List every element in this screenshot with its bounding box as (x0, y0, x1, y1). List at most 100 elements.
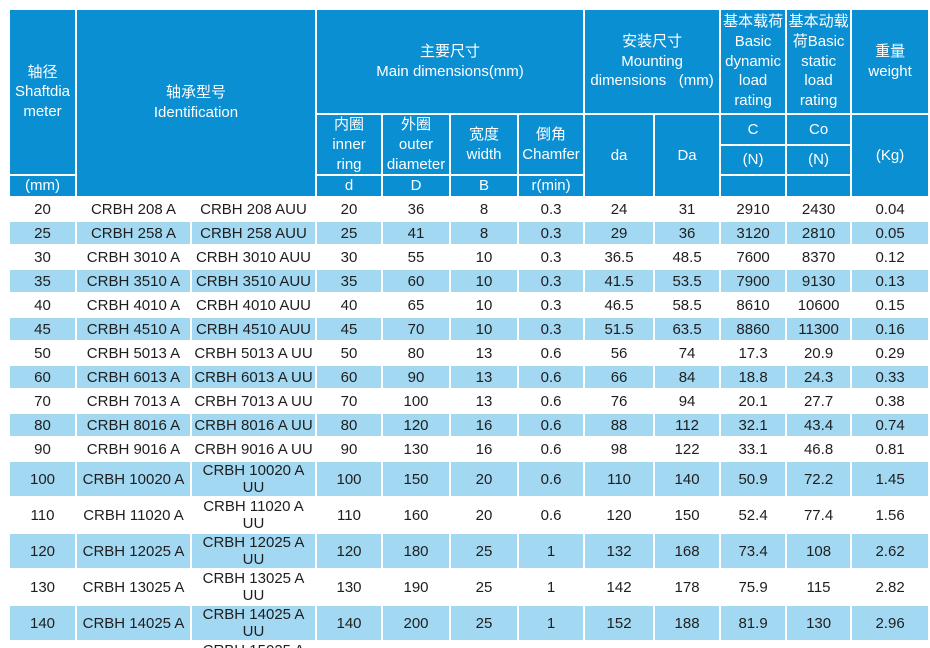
header-identification-label: 轴承型号 Identification (153, 84, 239, 122)
table-cell: 80 (381, 340, 452, 367)
table-cell: 35 (8, 268, 77, 295)
table-cell: 88 (583, 412, 656, 439)
table-cell: 150 (315, 640, 384, 648)
table-cell: 63.5 (653, 316, 722, 343)
table-cell: CRBH 8016 A (75, 412, 192, 439)
table-cell: 20 (449, 496, 520, 535)
table-cell: 73.4 (719, 532, 788, 571)
table-cell: 75.9 (719, 568, 788, 607)
table-cell: 190 (381, 568, 452, 607)
table-cell: CRBH 15025 A UU (189, 640, 318, 648)
table-cell: CRBH 7013 A (75, 388, 192, 415)
header-row-units: (N) (N) (9, 144, 929, 177)
table-cell: 120 (8, 532, 77, 571)
bearing-spec-table: 轴径 Shaftdia meter 轴承型号 Identification 主要… (8, 7, 930, 648)
table-cell: 17.3 (719, 340, 788, 367)
table-cell: 46.8 (785, 436, 853, 463)
table-cell: 90 (315, 436, 384, 463)
table-cell: 90 (8, 436, 77, 463)
table-cell: CRBH 3510 A (75, 268, 192, 295)
table-cell: 25 (449, 568, 520, 607)
table-cell: 25 (8, 220, 77, 247)
table-cell: 142 (583, 568, 656, 607)
table-row: 25 CRBH 258 A CRBH 258 AUU 25 41 8 0.3 29 36 3120… (8, 220, 930, 247)
table-cell: 152 (583, 604, 656, 643)
table-cell: 60 (315, 364, 384, 391)
table-cell: 36 (653, 220, 722, 247)
table-row: 30 CRBH 3010 A CRBH 3010 AUU 30 55 10 0.3 36.5 4… (8, 244, 930, 271)
table-cell: 110 (315, 496, 384, 535)
table-row: 50 CRBH 5013 A CRBH 5013 A UU 50 80 13 0.6 56 74… (8, 340, 930, 367)
table-cell: 35 (315, 268, 384, 295)
table-cell: CRBH 10020 A (75, 460, 192, 499)
table-cell: CRBH 5013 A UU (189, 340, 318, 367)
table-cell: 84 (653, 364, 722, 391)
table-cell: 180 (381, 532, 452, 571)
table-cell: 0.29 (850, 340, 930, 367)
table-cell: 1 (517, 640, 586, 648)
table-cell: 0.3 (517, 316, 586, 343)
table-cell: 0.16 (850, 316, 930, 343)
table-cell: 0.3 (517, 268, 586, 295)
table-cell: 0.04 (850, 196, 930, 223)
table-cell: 0.6 (517, 460, 586, 499)
table-cell: 10600 (785, 292, 853, 319)
table-cell: CRBH 208 A (75, 196, 192, 223)
table-cell: 160 (381, 496, 452, 535)
table-cell: 0.05 (850, 220, 930, 247)
table-cell: 120 (381, 412, 452, 439)
header-da-label: da (610, 146, 628, 164)
table-row: 80 CRBH 8016 A CRBH 8016 A UU 80 120 16 0.6 88 1… (8, 412, 930, 439)
table-row: 90 CRBH 9016 A CRBH 9016 A UU 90 130 16 0.6 98 1… (8, 436, 930, 463)
header-empty-C (719, 174, 788, 199)
table-cell: CRBH 8016 A UU (189, 412, 318, 439)
table-cell: CRBH 3010 AUU (189, 244, 318, 271)
table-cell: 188 (653, 604, 722, 643)
table-cell: 10 (449, 268, 520, 295)
table-cell: CRBH 14025 A UU (189, 604, 318, 643)
table-cell: 30 (315, 244, 384, 271)
header-C: C (719, 112, 788, 147)
header-shaft-unit: (mm) (8, 174, 77, 199)
header-shaft-diameter: 轴径 Shaftdia meter (8, 7, 77, 177)
table-row: 70 CRBH 7013 A CRBH 7013 A UU 70 100 13 0.6 76 9… (8, 388, 930, 415)
table-cell: 16 (449, 412, 520, 439)
table-cell: 0.74 (850, 412, 930, 439)
table-cell: CRBH 11020 A (75, 496, 192, 535)
table-cell: 45 (315, 316, 384, 343)
table-cell: 20.1 (719, 388, 788, 415)
table-cell: 2430 (785, 196, 853, 223)
table-cell: CRBH 7013 A UU (189, 388, 318, 415)
table-cell: 100 (381, 388, 452, 415)
table-cell: 0.6 (517, 496, 586, 535)
table-cell: 60 (381, 268, 452, 295)
table-row: 130 CRBH 13025 A CRBH 13025 A UU 130 190 25 1 1… (8, 568, 930, 607)
header-Da-label: Da (677, 146, 697, 164)
table-cell: 48.5 (653, 244, 722, 271)
table-cell: 70 (8, 388, 77, 415)
table-cell: CRBH 13025 A (75, 568, 192, 607)
table-cell: 0.6 (517, 388, 586, 415)
table-cell: 138 (785, 640, 853, 648)
table-cell: CRBH 4010 AUU (189, 292, 318, 319)
table-cell: 210 (381, 640, 452, 648)
header-Co-unit-label: (N) (808, 151, 829, 169)
table-cell: 0.12 (850, 244, 930, 271)
table-cell: 132 (583, 532, 656, 571)
table-cell: 1.45 (850, 460, 930, 499)
table-cell: CRBH 14025 A (75, 604, 192, 643)
table-cell: 0.3 (517, 244, 586, 271)
table-cell: 24.3 (785, 364, 853, 391)
header-basic-dynamic-load: 基本载荷 Basic dynamic load rating (719, 8, 788, 115)
table-cell: 112 (653, 412, 722, 439)
table-cell: 178 (653, 568, 722, 607)
table-cell: 0.6 (517, 412, 586, 439)
table-cell: 77.4 (785, 496, 853, 535)
table-cell: 140 (315, 604, 384, 643)
table-cell: 7600 (719, 244, 788, 271)
table-cell: 9130 (785, 268, 853, 295)
table-cell: 58.5 (653, 292, 722, 319)
table-cell: 20 (8, 196, 77, 223)
table-cell: CRBH 4510 AUU (189, 316, 318, 343)
header-outer-diameter-label: 外圈outer diameter (386, 116, 446, 173)
